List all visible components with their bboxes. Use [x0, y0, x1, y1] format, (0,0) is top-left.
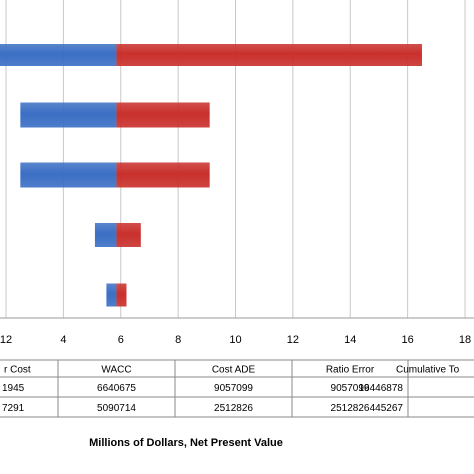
table-header-2: Cost ADE: [212, 365, 256, 376]
table-cell-1-1: 6640675: [97, 383, 136, 394]
table-header-3: Ratio Error: [326, 365, 375, 376]
table-cell-1-0: 1945: [2, 383, 25, 394]
bar-low-3: [94, 223, 117, 247]
x-tick-label-2: 6: [118, 334, 124, 346]
x-tick-label-7: 16: [402, 334, 414, 346]
bar-low-1: [20, 102, 117, 128]
bar-low-2: [20, 162, 117, 188]
bar-high-0: [116, 44, 422, 66]
bars: [0, 44, 422, 307]
bar-low-0: [0, 44, 117, 66]
data-table: r Cost WACC Cost ADE Ratio Error Cumulative …: [0, 359, 474, 418]
x-axis-ticks: 12 4 6 8 10 12 14 16 18: [0, 334, 471, 346]
table-cell-2-1: 5090714: [97, 403, 136, 414]
bar-high-3: [116, 223, 141, 247]
table-cell-1-4: 16446878: [359, 383, 404, 394]
x-tick-label-6: 14: [344, 334, 356, 346]
table-header-1: WACC: [101, 365, 131, 376]
x-tick-label-0: 12: [0, 334, 12, 346]
table-cell-1-3: 9057099: [331, 383, 370, 394]
x-tick-label-5: 12: [287, 334, 299, 346]
table-cell-2-4: 445267: [370, 403, 404, 414]
x-axis-title: Millions of Dollars, Net Present Value: [89, 437, 283, 449]
bar-high-1: [116, 102, 210, 128]
table-cell-2-2: 2512826: [214, 403, 253, 414]
table-header-4: Cumulative To: [396, 365, 460, 376]
bar-low-4: [106, 283, 117, 307]
x-tick-label-4: 10: [229, 334, 241, 346]
table-cell-2-3: 2512826: [331, 403, 370, 414]
bar-high-4: [116, 283, 127, 307]
table-cell-1-2: 9057099: [214, 383, 253, 394]
x-tick-label-1: 4: [60, 334, 66, 346]
x-tick-label-3: 8: [175, 334, 181, 346]
table-cell-2-0: 7291: [2, 403, 25, 414]
x-tick-label-8: 18: [459, 334, 471, 346]
table-header-0: r Cost: [4, 365, 31, 376]
bar-high-2: [116, 162, 210, 188]
